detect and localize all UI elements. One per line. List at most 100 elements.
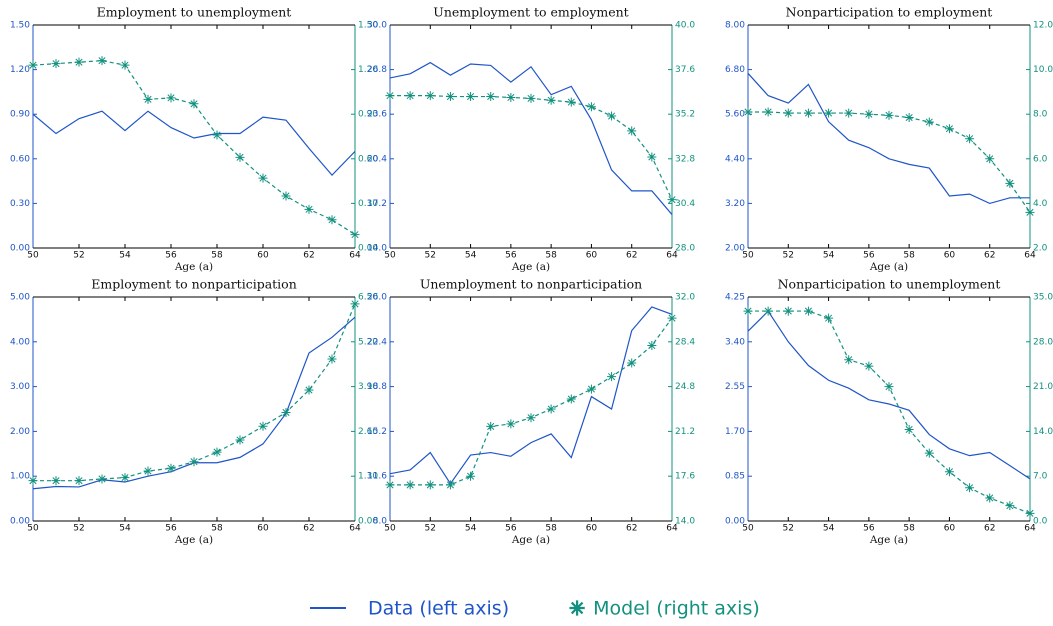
x-axis-label: Age (a) [511, 534, 550, 546]
x-tick-label: 62 [303, 524, 314, 534]
series-marker [28, 476, 38, 486]
series-marker [97, 56, 107, 66]
series-marker [385, 480, 395, 490]
y2-tick-label: 0.30 [358, 199, 378, 209]
y-tick-label: 3.00 [10, 382, 30, 392]
series-marker [189, 457, 199, 467]
x-tick-label: 62 [626, 524, 637, 534]
y2-tick-label: 17.6 [675, 472, 695, 482]
x-tick-label: 50 [27, 251, 39, 261]
x-axis-label: Age (a) [511, 261, 550, 273]
x-tick-label: 54 [465, 524, 477, 534]
series-line [748, 72, 1030, 205]
y2-tick-label: 35.0 [1033, 293, 1053, 303]
series-marker [506, 92, 516, 102]
series-marker [1025, 508, 1035, 518]
series-marker [304, 204, 314, 214]
y-tick-label: 0.90 [10, 110, 30, 120]
series-marker [1005, 178, 1015, 188]
series-marker [526, 93, 536, 103]
y-tick-label: 3.20 [725, 199, 745, 209]
series-marker [327, 354, 337, 364]
series-marker [904, 424, 914, 434]
series-marker [350, 299, 360, 309]
series-marker [28, 60, 38, 70]
y2-tick-label: 32.8 [675, 154, 695, 164]
series-marker [985, 154, 995, 164]
x-tick-label: 56 [505, 251, 517, 261]
panel-title: Nonparticipation to employment [786, 5, 993, 20]
y-tick-label: 2.55 [725, 382, 745, 392]
y-tick-label: 0.85 [725, 472, 745, 482]
series-marker [667, 313, 677, 323]
y-tick-label: 23.6 [367, 110, 387, 120]
x-tick-label: 64 [1024, 524, 1036, 534]
x-tick-label: 54 [119, 251, 131, 261]
x-tick-label: 50 [742, 251, 754, 261]
y-tick-label: 1.00 [10, 472, 30, 482]
y2-tick-label: 5.20 [358, 337, 378, 347]
x-tick-label: 60 [944, 251, 956, 261]
y-tick-label: 26.0 [367, 293, 387, 303]
series-marker [627, 126, 637, 136]
x-tick-label: 58 [903, 524, 915, 534]
y-tick-label: 0.60 [10, 154, 30, 164]
x-tick-label: 58 [545, 524, 557, 534]
series-line [390, 317, 672, 486]
panel-title: Employment to nonparticipation [91, 277, 297, 292]
series-line [390, 95, 672, 200]
series-marker [445, 480, 455, 490]
series-marker [385, 91, 395, 101]
legend-marker [569, 600, 585, 616]
series-marker [97, 474, 107, 484]
series-marker [506, 419, 516, 429]
series-marker [281, 191, 291, 201]
series-marker [486, 92, 496, 102]
series-marker [425, 91, 435, 101]
y2-tick-label: 24.8 [675, 382, 695, 392]
y2-tick-label: 21.0 [1033, 382, 1053, 392]
series-marker [803, 306, 813, 316]
series-marker [235, 435, 245, 445]
x-tick-label: 52 [425, 524, 436, 534]
y2-tick-label: 1.50 [358, 21, 378, 31]
y2-tick-label: 4.0 [1033, 199, 1048, 209]
series-marker [884, 382, 894, 392]
series-marker [803, 108, 813, 118]
y2-tick-label: 40.0 [675, 21, 695, 31]
series-marker [166, 463, 176, 473]
y-tick-label: 1.20 [10, 65, 30, 75]
x-tick-label: 54 [823, 251, 835, 261]
y-tick-label: 1.50 [10, 21, 30, 31]
series-marker [647, 341, 657, 351]
y-tick-label: 30.0 [367, 21, 387, 31]
x-axis-label: Age (a) [869, 534, 908, 546]
y-tick-label: 0.00 [10, 244, 30, 254]
x-tick-label: 64 [1024, 251, 1036, 261]
series-marker [844, 108, 854, 118]
x-tick-label: 62 [303, 251, 314, 261]
series-marker [566, 97, 576, 107]
x-tick-label: 62 [626, 251, 637, 261]
y2-tick-label: 14.0 [1033, 427, 1053, 437]
y-tick-label: 4.25 [725, 293, 745, 303]
x-tick-label: 54 [823, 524, 835, 534]
series-marker [607, 372, 617, 382]
series-marker [586, 102, 596, 112]
x-tick-label: 64 [349, 251, 361, 261]
y2-tick-label: 10.0 [1033, 65, 1053, 75]
y2-tick-label: 0.00 [358, 517, 378, 527]
y2-tick-label: 32.0 [675, 293, 695, 303]
series-marker [189, 99, 199, 109]
panel: Unemployment to employment Age (a) 50 52 54 5… [367, 5, 695, 274]
y-tick-label: 14.0 [367, 244, 387, 254]
series-marker [74, 57, 84, 67]
x-tick-label: 52 [73, 524, 84, 534]
series-marker [445, 92, 455, 102]
series-marker [304, 385, 314, 395]
x-tick-label: 58 [211, 251, 223, 261]
y2-tick-label: 2.60 [358, 427, 378, 437]
x-tick-label: 62 [984, 524, 995, 534]
series-marker [844, 355, 854, 365]
